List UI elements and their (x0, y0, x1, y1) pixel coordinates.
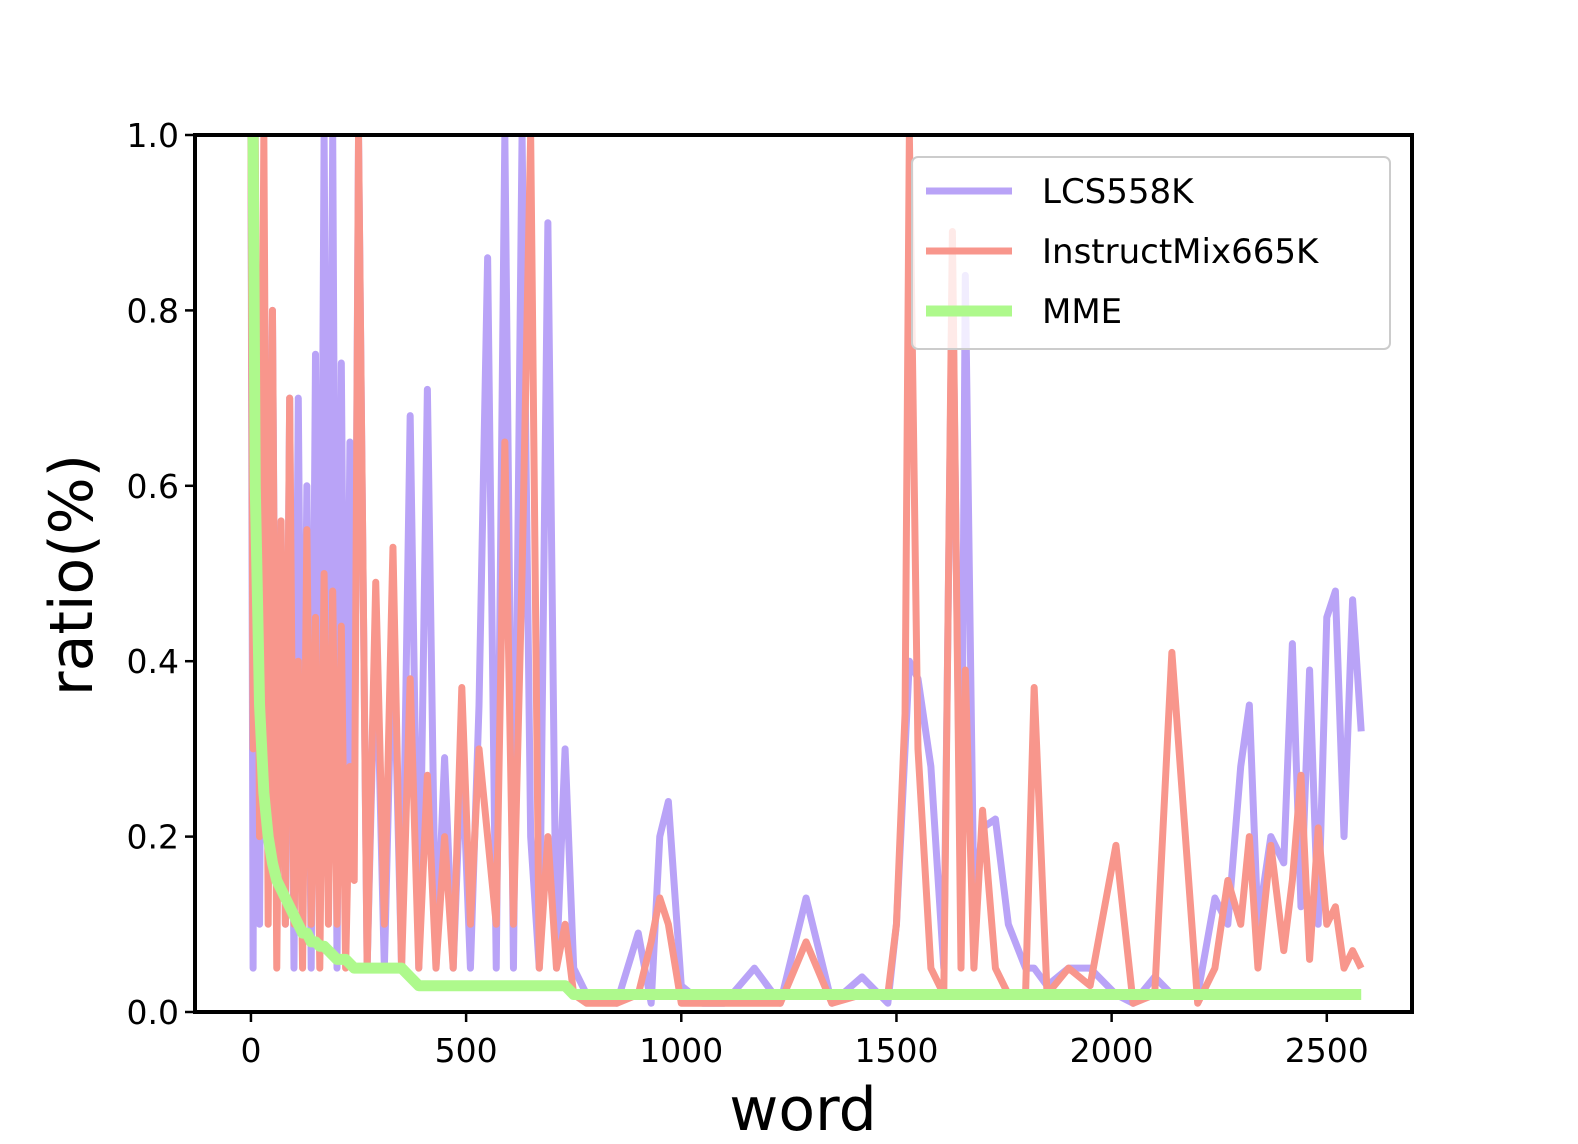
x-tick-label: 0 (240, 1031, 261, 1070)
legend-label: MME (1042, 292, 1122, 332)
series-line (247, 137, 1362, 1000)
series-line (247, 137, 1365, 1007)
x-tick-label: 2000 (1070, 1031, 1154, 1070)
legend-label: LCS558K (1042, 172, 1195, 212)
x-tick-label: 2500 (1285, 1031, 1369, 1070)
axes-frame (193, 133, 1414, 1014)
y-tick-label: 0.8 (127, 291, 179, 330)
plot-area (247, 137, 1365, 1007)
y-tick-label: 0.0 (127, 993, 179, 1032)
y-tick-label: 0.4 (127, 642, 179, 681)
legend-label: InstructMix665K (1042, 232, 1320, 272)
y-axis-label: ratio(%) (37, 454, 107, 696)
x-tick-label: 500 (435, 1031, 498, 1070)
y-tick-label: 0.2 (127, 818, 179, 857)
x-tick-label: 1000 (639, 1031, 723, 1070)
legend-box (911, 156, 1391, 350)
y-tick-label: 1.0 (127, 116, 179, 155)
y-tick-label: 0.6 (127, 467, 179, 506)
x-axis-label: word (729, 1075, 876, 1144)
x-tick-label: 1500 (854, 1031, 938, 1070)
